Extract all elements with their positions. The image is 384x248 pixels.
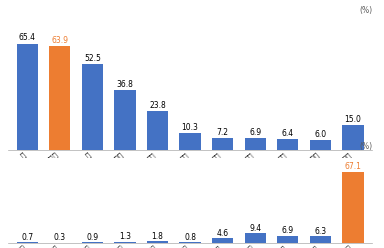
Text: 15.0: 15.0: [344, 115, 361, 124]
Text: 52.5: 52.5: [84, 54, 101, 63]
Text: 63.9: 63.9: [51, 36, 68, 45]
Text: 1.3: 1.3: [119, 232, 131, 241]
Bar: [310, 236, 331, 243]
Bar: [147, 241, 168, 243]
Bar: [82, 64, 103, 150]
Text: 36.8: 36.8: [116, 80, 133, 89]
Text: 0.9: 0.9: [86, 233, 98, 242]
Text: 6.9: 6.9: [282, 226, 294, 235]
Bar: [49, 46, 70, 150]
Bar: [343, 125, 364, 150]
Bar: [310, 140, 331, 150]
Text: 9.4: 9.4: [249, 223, 261, 233]
Text: 0.7: 0.7: [21, 233, 33, 242]
Text: 0.3: 0.3: [54, 233, 66, 242]
Text: 10.3: 10.3: [182, 123, 199, 132]
Text: 6.9: 6.9: [249, 128, 261, 137]
Bar: [82, 242, 103, 243]
Bar: [343, 172, 364, 243]
Text: 0.8: 0.8: [184, 233, 196, 242]
Text: (%): (%): [359, 6, 372, 15]
Bar: [114, 90, 136, 150]
Bar: [277, 139, 298, 150]
Bar: [277, 236, 298, 243]
Bar: [17, 242, 38, 243]
Bar: [212, 138, 233, 150]
Text: 67.1: 67.1: [344, 162, 361, 171]
Bar: [245, 233, 266, 243]
Text: 6.3: 6.3: [314, 227, 326, 236]
Text: 7.2: 7.2: [217, 128, 228, 137]
Bar: [17, 43, 38, 150]
Text: 6.4: 6.4: [282, 129, 294, 138]
Bar: [179, 242, 201, 243]
Bar: [147, 111, 168, 150]
Bar: [245, 138, 266, 150]
Text: 23.8: 23.8: [149, 101, 166, 110]
Text: 1.8: 1.8: [152, 232, 164, 241]
Bar: [179, 133, 201, 150]
Text: 6.0: 6.0: [314, 129, 326, 139]
Text: 4.6: 4.6: [217, 229, 229, 238]
Text: (%): (%): [359, 142, 372, 152]
Text: 65.4: 65.4: [19, 33, 36, 42]
Bar: [212, 238, 233, 243]
Bar: [114, 242, 136, 243]
